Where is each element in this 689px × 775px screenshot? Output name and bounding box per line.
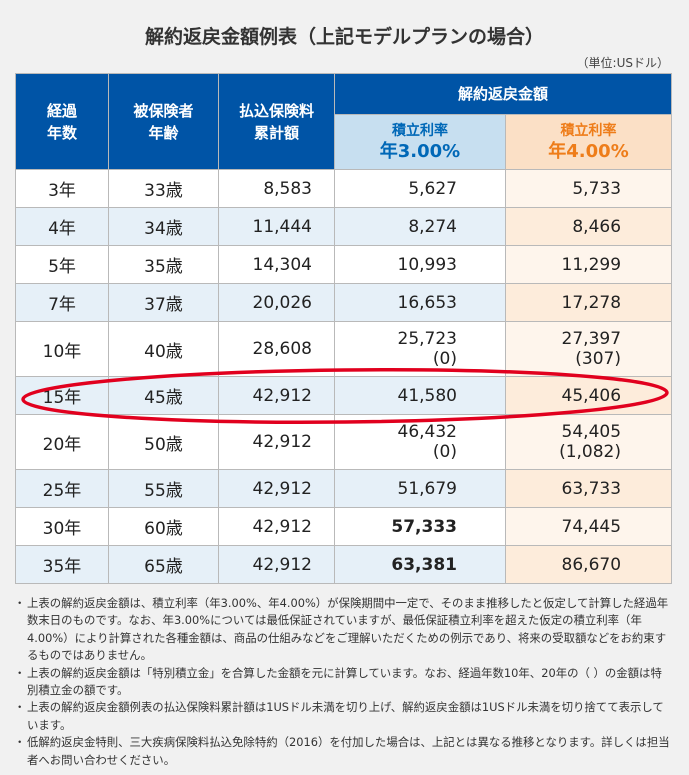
cell-age: 34歳 <box>108 207 219 246</box>
table-row: 4年 34歳 11,444 8,274 8,466 <box>15 207 673 246</box>
cell-year: 3年 <box>15 169 109 208</box>
special-reserve-value: (0) <box>432 442 457 462</box>
cell-rate3-highlight: 63,381 <box>334 545 506 584</box>
cell-age: 37歳 <box>108 283 219 322</box>
cell-age: 65歳 <box>108 545 219 584</box>
cell-year: 5年 <box>15 245 109 284</box>
cell-year: 30年 <box>15 507 109 546</box>
cell-year: 4年 <box>15 207 109 246</box>
cell-year: 35年 <box>15 545 109 584</box>
cell-rate3: 41,580 <box>334 376 506 415</box>
cell-year: 25年 <box>15 469 109 508</box>
special-reserve-value: (1,082) <box>559 442 622 462</box>
table-row: 15年 45歳 42,912 41,580 45,406 <box>15 376 673 415</box>
table-row: 10年 40歳 28,608 25,723 (0) 27,397 (307) <box>15 321 673 377</box>
rate4-value: 54,405 <box>561 422 622 442</box>
cell-premium: 14,304 <box>218 245 335 284</box>
cell-age: 55歳 <box>108 469 219 508</box>
cell-year: 7年 <box>15 283 109 322</box>
cell-premium: 42,912 <box>218 469 335 508</box>
rate3-value: 25,723 <box>397 329 457 349</box>
special-reserve-value: (0) <box>432 349 457 369</box>
footnotes: 上表の解約返戻金額は、積立利率（年3.00%、年4.00%）が保険期間中一定で、… <box>14 595 673 769</box>
cell-rate4: 63,733 <box>504 469 673 508</box>
table-row: 3年 33歳 8,583 5,627 5,733 <box>15 169 673 208</box>
cell-rate3: 51,679 <box>334 469 506 508</box>
page-title: 解約返戻金額例表（上記モデルプランの場合） <box>144 26 544 48</box>
cell-age: 40歳 <box>108 321 219 377</box>
cell-rate4: 11,299 <box>504 245 673 284</box>
header-cumulative-premium: 払込保険料 累計額 <box>218 73 335 170</box>
cell-rate4: 54,405 (1,082) <box>504 414 673 470</box>
unit-label: （単位:USドル） <box>576 56 669 70</box>
rate4-value: 27,397 <box>561 329 622 349</box>
cell-premium: 20,026 <box>218 283 335 322</box>
cell-rate3: 5,627 <box>334 169 506 208</box>
footnote: 上表の解約返戻金額例表の払込保険料累計額は1USドル未満を切り上げ、解約返戻金額… <box>14 699 673 734</box>
cell-rate4: 45,406 <box>504 376 673 415</box>
header-rate-4pct: 積立利率 年4.00% <box>504 114 673 170</box>
header-insured-age: 被保険者 年齢 <box>108 73 219 170</box>
cell-rate3-highlight: 57,333 <box>334 507 506 546</box>
surrender-value-table: 経過 年数 被保険者 年齢 払込保険料 累計額 解約返戻金額 積立利率 年3.0… <box>15 73 673 584</box>
cell-year: 15年 <box>15 376 109 415</box>
table-row: 5年 35歳 14,304 10,993 11,299 <box>15 245 673 284</box>
cell-age: 45歳 <box>108 376 219 415</box>
cell-premium: 42,912 <box>218 414 335 470</box>
cell-rate3: 10,993 <box>334 245 506 284</box>
header-rate-3pct: 積立利率 年3.00% <box>334 114 506 170</box>
special-reserve-value: (307) <box>575 349 622 369</box>
cell-premium: 42,912 <box>218 376 335 415</box>
cell-age: 35歳 <box>108 245 219 284</box>
header-surrender-value: 解約返戻金額 <box>333 73 673 115</box>
cell-age: 33歳 <box>108 169 219 208</box>
cell-premium: 28,608 <box>218 321 335 377</box>
cell-premium: 42,912 <box>218 545 335 584</box>
cell-rate4: 8,466 <box>504 207 673 246</box>
table-row: 25年 55歳 42,912 51,679 63,733 <box>15 469 673 508</box>
cell-rate4: 27,397 (307) <box>504 321 673 377</box>
rate3-value: 46,432 <box>397 422 457 442</box>
cell-rate3: 25,723 (0) <box>334 321 506 377</box>
cell-rate3: 8,274 <box>334 207 506 246</box>
cell-rate4: 74,445 <box>504 507 673 546</box>
cell-year: 10年 <box>15 321 109 377</box>
cell-age: 50歳 <box>108 414 219 470</box>
cell-rate4: 5,733 <box>504 169 673 208</box>
cell-rate3: 16,653 <box>334 283 506 322</box>
cell-rate4: 17,278 <box>504 283 673 322</box>
cell-year: 20年 <box>15 414 109 470</box>
header-elapsed-years: 経過 年数 <box>15 73 109 170</box>
footnote: 低解約返戻金特則、三大疾病保険料払込免除特約（2016）を付加した場合は、上記と… <box>14 734 673 769</box>
footnote: 上表の解約返戻金額は「特別積立金」を合算した金額を元に計算しています。なお、経過… <box>14 665 673 700</box>
footnote: 上表の解約返戻金額は、積立利率（年3.00%、年4.00%）が保険期間中一定で、… <box>14 595 673 665</box>
cell-premium: 8,583 <box>218 169 335 208</box>
cell-premium: 11,444 <box>218 207 335 246</box>
cell-rate4: 86,670 <box>504 545 673 584</box>
cell-rate3: 46,432 (0) <box>334 414 506 470</box>
table-row: 30年 60歳 42,912 57,333 74,445 <box>15 507 673 546</box>
cell-premium: 42,912 <box>218 507 335 546</box>
cell-age: 60歳 <box>108 507 219 546</box>
table-row: 20年 50歳 42,912 46,432 (0) 54,405 (1,082) <box>15 414 673 470</box>
table-row: 35年 65歳 42,912 63,381 86,670 <box>15 545 673 584</box>
table-row: 7年 37歳 20,026 16,653 17,278 <box>15 283 673 322</box>
